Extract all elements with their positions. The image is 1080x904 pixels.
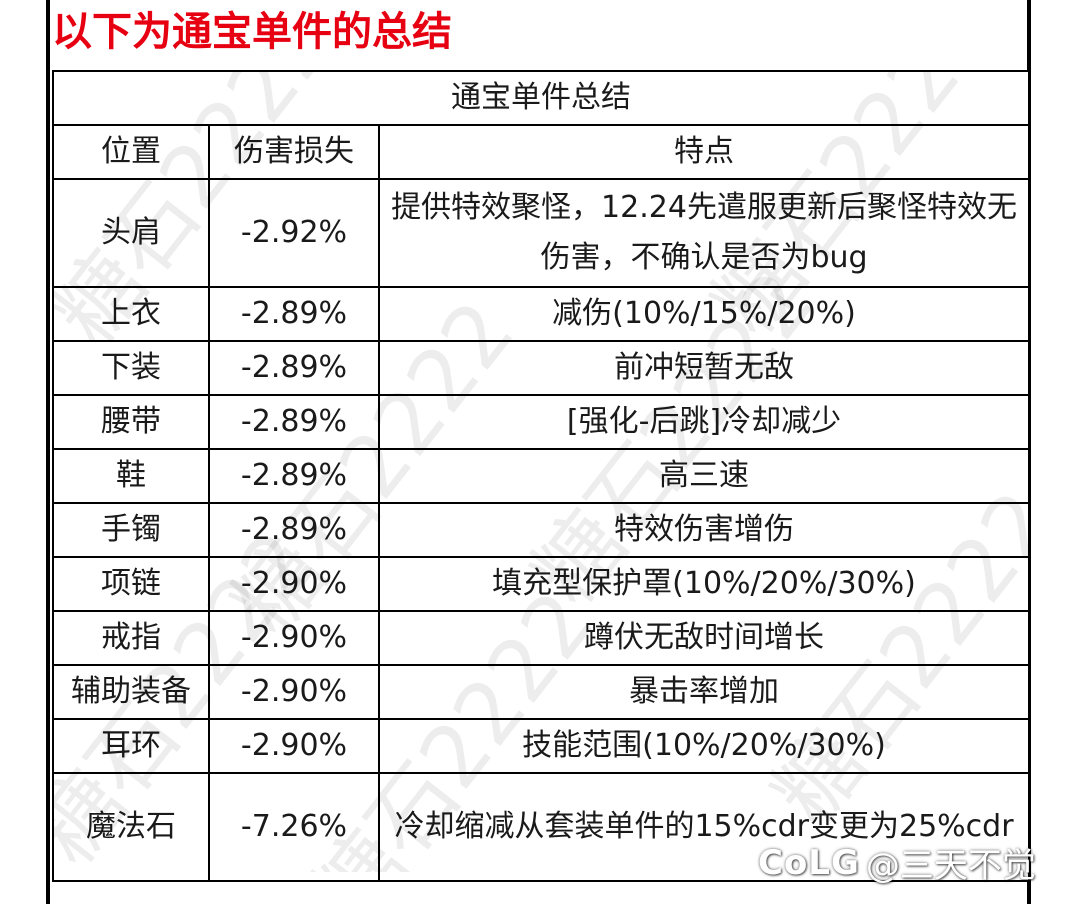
cell-position: 戒指 — [52, 610, 210, 666]
table-row: 项链 -2.90% 填充型保护罩(10%/20%/30%) — [52, 556, 1031, 612]
cell-feature: 蹲伏无敌时间增长 — [377, 610, 1031, 666]
table-row: 戒指 -2.90% 蹲伏无敌时间增长 — [52, 610, 1031, 666]
cell-damage-loss: -2.89% — [208, 340, 380, 396]
cell-feature: 前冲短暂无敌 — [377, 340, 1031, 396]
cell-position: 上衣 — [52, 286, 210, 342]
cell-position: 辅助装备 — [52, 664, 210, 720]
colg-logo: CoLG — [758, 842, 860, 883]
table-row: 耳环 -2.90% 技能范围(10%/20%/30%) — [52, 718, 1031, 774]
table-row: 下装 -2.89% 前冲短暂无敌 — [52, 340, 1031, 396]
table-row: 辅助装备 -2.90% 暴击率增加 — [52, 664, 1031, 720]
table-row: 手镯 -2.89% 特效伤害增伤 — [52, 502, 1031, 558]
cell-damage-loss: -2.92% — [208, 178, 380, 288]
summary-table-container: 通宝单件总结 位置 伤害损失 特点 头肩 -2.92% 提供特效聚怪，12.24… — [51, 70, 1031, 882]
cell-feature: 冷却缩减从套装单件的15%cdr变更为25%cdr — [377, 772, 1031, 882]
cell-position: 鞋 — [52, 448, 210, 504]
cell-feature: 特效伤害增伤 — [377, 502, 1031, 558]
source-credit: CoLG @三天不觉 — [758, 838, 1036, 887]
table-row: 魔法石 -7.26% 冷却缩减从套装单件的15%cdr变更为25%cdr — [52, 772, 1031, 882]
header-position: 位置 — [52, 124, 210, 180]
cell-damage-loss: -2.89% — [208, 286, 380, 342]
header-feature: 特点 — [377, 124, 1031, 180]
cell-damage-loss: -7.26% — [208, 772, 380, 882]
cell-position: 手镯 — [52, 502, 210, 558]
cell-position: 下装 — [52, 340, 210, 396]
frame-left-line — [46, 0, 50, 904]
cell-position: 项链 — [52, 556, 210, 612]
cell-feature: 提供特效聚怪，12.24先遣服更新后聚怪特效无伤害，不确认是否为bug — [377, 178, 1031, 288]
header-damage-loss: 伤害损失 — [208, 124, 380, 180]
cell-feature: 填充型保护罩(10%/20%/30%) — [377, 556, 1031, 612]
cell-damage-loss: -2.90% — [208, 718, 380, 774]
cell-damage-loss: -2.89% — [208, 448, 380, 504]
cell-damage-loss: -2.90% — [208, 556, 380, 612]
table-title: 通宝单件总结 — [51, 70, 1031, 126]
cell-feature: 技能范围(10%/20%/30%) — [377, 718, 1031, 774]
cell-damage-loss: -2.89% — [208, 394, 380, 450]
cell-position: 魔法石 — [52, 772, 210, 882]
cell-damage-loss: -2.89% — [208, 502, 380, 558]
table-header-row: 位置 伤害损失 特点 — [52, 124, 1031, 180]
summary-table: 通宝单件总结 位置 伤害损失 特点 头肩 -2.92% 提供特效聚怪，12.24… — [51, 70, 1031, 882]
table-row: 上衣 -2.89% 减伤(10%/15%/20%) — [52, 286, 1031, 342]
cell-feature: 暴击率增加 — [377, 664, 1031, 720]
cell-feature: [强化-后跳]冷却减少 — [377, 394, 1031, 450]
cell-position: 耳环 — [52, 718, 210, 774]
author-handle: @三天不觉 — [865, 846, 1036, 886]
cell-position: 头肩 — [52, 178, 210, 288]
table-row: 腰带 -2.89% [强化-后跳]冷却减少 — [52, 394, 1031, 450]
cell-feature: 高三速 — [377, 448, 1031, 504]
table-row: 头肩 -2.92% 提供特效聚怪，12.24先遣服更新后聚怪特效无伤害，不确认是… — [52, 178, 1031, 288]
cell-damage-loss: -2.90% — [208, 610, 380, 666]
cell-damage-loss: -2.90% — [208, 664, 380, 720]
cell-position: 腰带 — [52, 394, 210, 450]
table-row: 鞋 -2.89% 高三速 — [52, 448, 1031, 504]
table-title-row: 通宝单件总结 — [51, 70, 1031, 126]
page-heading: 以下为通宝单件的总结 — [52, 9, 452, 55]
cell-feature: 减伤(10%/15%/20%) — [377, 286, 1031, 342]
